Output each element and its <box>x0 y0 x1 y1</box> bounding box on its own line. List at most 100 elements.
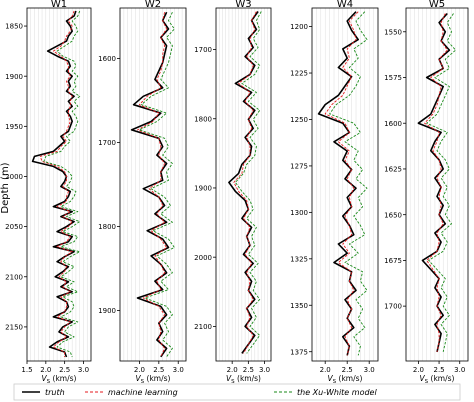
x-tick-label: 2.0 <box>413 366 424 374</box>
series-the-xu-white-model-line <box>329 11 368 356</box>
y-tick-label: 1325 <box>290 255 308 263</box>
plot-area <box>27 8 91 361</box>
y-tick-label: 1900 <box>5 73 23 81</box>
x-axis-label-unit: (km/s) <box>336 374 362 383</box>
x-tick-label: 3.0 <box>259 366 270 374</box>
y-tick-label: 2000 <box>5 173 23 181</box>
x-tick-label: 2.0 <box>40 366 51 374</box>
y-tick-label: 1575 <box>384 74 402 82</box>
x-tick-label: 2.0 <box>134 366 145 374</box>
x-tick-label: 2.5 <box>433 366 444 374</box>
x-axis-label-unit: (km/s) <box>428 374 454 383</box>
x-tick-label: 3.0 <box>173 366 184 374</box>
plot-area <box>406 8 468 361</box>
x-tick-label: 3.0 <box>454 366 465 374</box>
x-axis-label-subscript: S <box>141 379 145 385</box>
y-tick-label: 2050 <box>5 223 23 231</box>
x-axis-label: VS (km/s) <box>420 374 455 385</box>
legend-truth-label: truth <box>45 388 65 397</box>
x-tick-label: 3.0 <box>78 366 89 374</box>
y-tick-label: 1850 <box>5 23 23 31</box>
y-tick-label: 1275 <box>290 163 308 171</box>
x-axis-label-symbol: V <box>42 374 48 383</box>
y-tick-label: 1375 <box>290 348 308 356</box>
series-machine-learning-line <box>137 12 168 357</box>
panel-w4: W4 1200 1225 1250 1275 1300 1325 1350 1375 2.0 2.5… <box>290 0 379 385</box>
panels: W1 1850 1900 1950 2000 2050 2100 2150 1.5 2.0 2.5 3… <box>5 0 469 385</box>
y-tick-label: 1600 <box>98 55 116 63</box>
series-machine-learning-line <box>324 11 359 356</box>
x-tick-label: 3.0 <box>364 366 375 374</box>
x-axis-label-symbol: V <box>226 374 232 383</box>
y-tick-label: 1675 <box>384 257 402 265</box>
x-axis-label-symbol: V <box>328 374 334 383</box>
series-truth-line <box>31 10 77 358</box>
series-truth-line <box>130 11 170 358</box>
series-machine-learning-line <box>424 13 448 353</box>
x-tick-label: 2.5 <box>342 366 353 374</box>
x-axis-label-unit: (km/s) <box>50 374 76 383</box>
panel-title: W2 <box>145 0 161 10</box>
y-tick-label: 1600 <box>384 120 402 128</box>
panel-title: W5 <box>429 0 445 10</box>
depth-axis-label: Depth (m) <box>0 162 11 213</box>
y-tick-label: 1200 <box>290 23 308 31</box>
x-axis-label-symbol: V <box>420 374 426 383</box>
x-axis-label-symbol: V <box>136 374 142 383</box>
panel-title: W3 <box>235 0 251 10</box>
y-tick-label: 1550 <box>384 28 402 36</box>
y-tick-label: 1800 <box>98 223 116 231</box>
series-machine-learning-line <box>39 10 75 357</box>
plot-area <box>312 8 378 361</box>
y-tick-label: 1350 <box>290 302 308 310</box>
legend-ml-label: machine learning <box>108 388 178 397</box>
y-tick-label: 1700 <box>98 139 116 147</box>
y-tick-label: 1700 <box>384 303 402 311</box>
series-the-xu-white-model-line <box>234 11 262 354</box>
axes-frame <box>26 7 92 362</box>
y-tick-label: 1225 <box>290 70 308 78</box>
y-tick-label: 2000 <box>194 254 212 262</box>
axes-frame <box>311 7 379 362</box>
x-axis-label: VS (km/s) <box>226 374 261 385</box>
axes-frame <box>405 7 469 362</box>
plot-area <box>216 8 271 361</box>
x-axis-label-unit: (km/s) <box>235 374 261 383</box>
y-tick-label: 1250 <box>290 116 308 124</box>
x-axis-label: VS (km/s) <box>328 374 363 385</box>
y-tick-label: 1950 <box>5 123 23 131</box>
x-axis-label-subscript: S <box>231 379 235 385</box>
series-the-xu-white-model-line <box>43 10 81 358</box>
x-axis-label-subscript: S <box>47 379 51 385</box>
x-axis-label-unit: (km/s) <box>144 374 170 383</box>
x-axis-label-subscript: S <box>333 379 337 385</box>
axes-frame <box>215 7 272 362</box>
x-axis-label: VS (km/s) <box>42 374 77 385</box>
x-tick-label: 2.5 <box>153 366 164 374</box>
y-tick-label: 1650 <box>384 211 402 219</box>
series-the-xu-white-model-line <box>426 13 457 353</box>
legend-frame <box>13 383 461 401</box>
y-tick-label: 1900 <box>98 307 116 315</box>
panel-title: W4 <box>337 0 353 10</box>
x-tick-label: 2.5 <box>243 366 254 374</box>
x-axis-label-subscript: S <box>425 379 429 385</box>
legend-xuwhite-label: the Xu-White model <box>297 388 377 397</box>
y-tick-label: 1900 <box>194 185 212 193</box>
x-tick-label: 1.5 <box>21 366 32 374</box>
y-tick-label: 2100 <box>5 273 23 281</box>
y-tick-label: 1800 <box>194 115 212 123</box>
x-tick-label: 2.0 <box>227 366 238 374</box>
x-axis-label: VS (km/s) <box>136 374 171 385</box>
legend: truth machine learning the Xu-White mode… <box>13 383 461 401</box>
panel-w1: W1 1850 1900 1950 2000 2050 2100 2150 1.5 2.0 2.5 3… <box>5 0 92 385</box>
y-tick-label: 1700 <box>194 46 212 54</box>
y-tick-label: 2150 <box>5 324 23 332</box>
x-tick-label: 2.5 <box>59 366 70 374</box>
series-the-xu-white-model-line <box>138 12 175 358</box>
y-tick-label: 1300 <box>290 209 308 217</box>
